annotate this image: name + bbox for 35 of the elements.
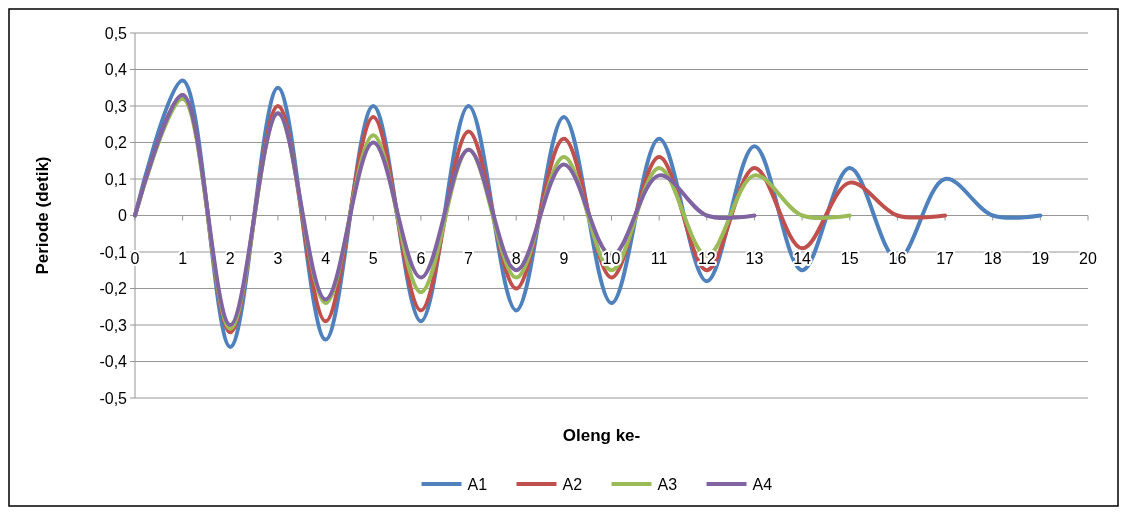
legend-label: A2: [562, 475, 583, 493]
y-tick-label: 0: [118, 207, 128, 225]
x-tick-label: 0: [130, 249, 140, 267]
x-tick-label: 3: [273, 249, 283, 267]
x-tick-label: 13: [745, 249, 764, 267]
x-tick-label: 9: [559, 249, 569, 267]
y-axis-title: Periode (detik): [33, 156, 52, 275]
y-tick-label: 0,3: [104, 97, 128, 115]
x-tick-label: 6: [416, 249, 426, 267]
legend-label: A3: [657, 475, 678, 493]
x-tick-label: 14: [793, 249, 812, 267]
y-tick-label: 0,2: [104, 134, 128, 152]
y-tick-label: 0,5: [104, 24, 128, 42]
x-tick-label: 5: [368, 249, 378, 267]
x-tick-label: 7: [464, 249, 474, 267]
y-tick-label: 0,1: [104, 170, 128, 188]
legend-label: A4: [752, 475, 773, 493]
x-tick-label: 8: [511, 249, 521, 267]
y-tick-label: -0,1: [99, 243, 128, 261]
y-tick-label: -0,5: [99, 389, 128, 407]
y-tick-label: -0,3: [99, 316, 128, 334]
x-tick-label: 17: [936, 249, 955, 267]
x-tick-label: 15: [840, 249, 859, 267]
x-tick-label: 20: [1079, 249, 1097, 267]
x-tick-label: 1: [178, 249, 188, 267]
legend-label: A1: [467, 475, 488, 493]
x-tick-label: 19: [1031, 249, 1050, 267]
y-tick-label: -0,4: [99, 353, 128, 371]
x-tick-label: 18: [983, 249, 1002, 267]
y-tick-label: -0,2: [99, 280, 128, 298]
x-tick-label: 11: [650, 249, 668, 267]
x-axis-title: Oleng ke-: [562, 426, 641, 445]
y-tick-label: 0,4: [104, 61, 128, 79]
x-tick-label: 2: [225, 249, 235, 267]
x-tick-label: 4: [321, 249, 331, 267]
